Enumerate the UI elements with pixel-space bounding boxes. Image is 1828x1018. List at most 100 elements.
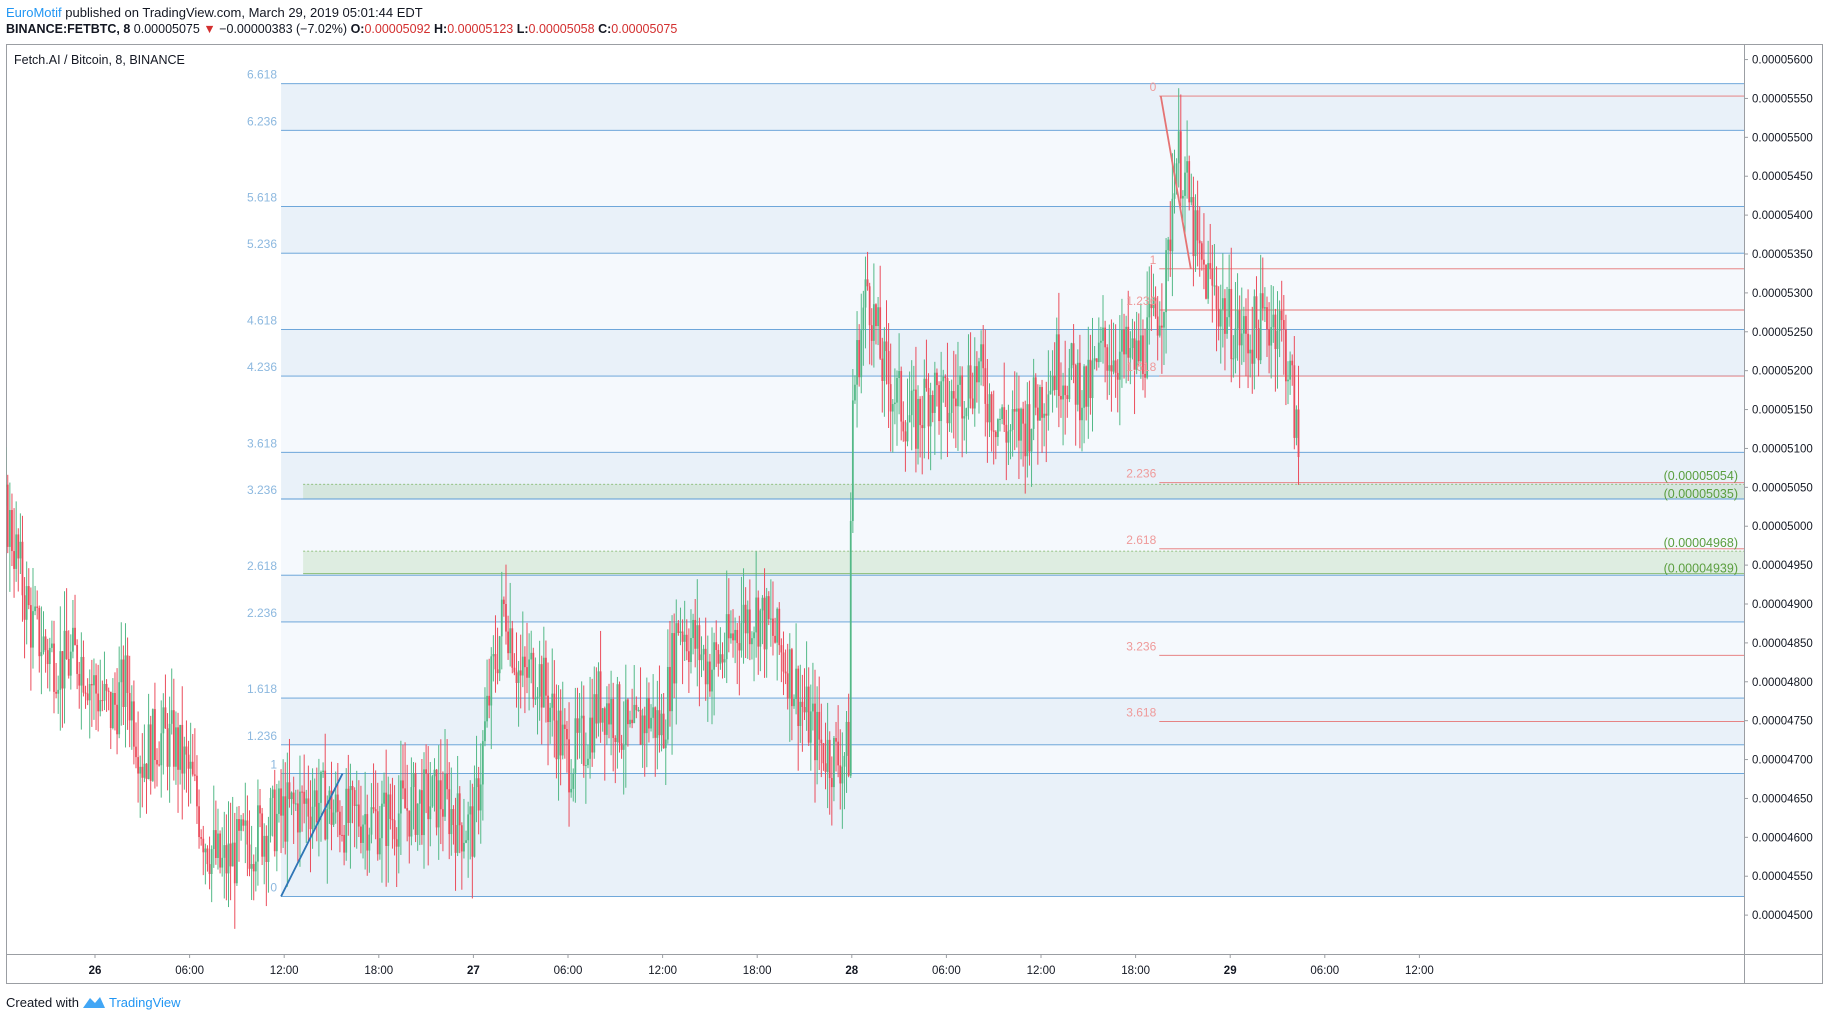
candle-body [200, 837, 203, 839]
candle-body [156, 760, 158, 765]
candle-body [505, 604, 507, 632]
candle-body [1221, 298, 1224, 310]
candle-body [374, 809, 377, 812]
candle-body [118, 682, 121, 735]
candle-body [683, 634, 686, 642]
candle-body [1150, 303, 1153, 309]
candle-body [1121, 329, 1123, 352]
candle-body [734, 629, 737, 641]
candle-body [101, 700, 104, 702]
candle-body [1102, 327, 1104, 341]
candle-body [1247, 333, 1249, 354]
trend-lines[interactable] [280, 95, 1192, 897]
candle-body [90, 684, 93, 686]
candle-body [284, 796, 287, 842]
candle-body [1057, 334, 1060, 396]
candle-body [1013, 409, 1016, 412]
candle-body [936, 372, 938, 386]
candle-body [620, 743, 623, 750]
candle-body [1100, 340, 1102, 343]
author-link[interactable]: EuroMotif [6, 5, 62, 20]
candle-body [925, 378, 928, 388]
candle-body [1213, 285, 1216, 287]
candle-body [1093, 358, 1096, 361]
candle-body [944, 376, 947, 379]
candle-body [675, 623, 678, 684]
trend-line[interactable] [280, 773, 344, 897]
candle-body [250, 864, 253, 869]
candle-body [1224, 298, 1226, 334]
candle-body [700, 654, 703, 661]
candle-body [99, 700, 102, 712]
candle-body [582, 715, 585, 766]
candle-body [1196, 210, 1199, 241]
price-change: −0.00000383 (−7.02%) [219, 22, 348, 36]
candle-body [1118, 351, 1121, 380]
candle-body [610, 699, 612, 725]
price-axis[interactable]: 0.00005600 0.00005550 0.00005500 0.00005450… [1744, 55, 1813, 923]
candle-body [1144, 373, 1146, 378]
candle-body [34, 606, 36, 612]
time-tick-label: 12:00 [1027, 965, 1056, 977]
candle-body [1154, 297, 1157, 317]
candle-body [44, 636, 47, 651]
tradingview-logo-icon[interactable] [82, 996, 105, 1009]
candle-body [357, 804, 360, 827]
candle-body [591, 717, 594, 753]
candle-body [1043, 413, 1046, 418]
candle-body [76, 644, 79, 674]
candle-body [1268, 329, 1270, 346]
candle-body [154, 709, 156, 761]
candle-body [658, 710, 661, 736]
candle-body [336, 794, 339, 812]
fib-red-label: 0 [1150, 80, 1157, 94]
candle-body [414, 773, 417, 835]
candle-body [744, 604, 747, 634]
candle-body [145, 763, 148, 779]
candle-body [179, 724, 182, 770]
candle-body [1001, 407, 1004, 419]
candle-body [959, 375, 961, 385]
candle-body [742, 604, 745, 624]
candle-body [805, 686, 808, 713]
candle-body [1232, 358, 1235, 360]
candle-body [526, 667, 528, 678]
candle-body [471, 806, 474, 857]
candle-body [378, 838, 381, 855]
candle-body [322, 770, 324, 773]
time-axis[interactable]: 26 06:00 12:00 18:00 27 06:00 12:00 18:00 28 06:0… [89, 954, 1434, 977]
trend-line[interactable] [1159, 95, 1192, 269]
candle-body [980, 344, 982, 362]
candle-body [120, 659, 123, 683]
tradingview-link[interactable]: TradingView [108, 995, 181, 1010]
candle-body [631, 719, 634, 724]
candle-body [847, 721, 850, 776]
candle-body [696, 625, 699, 649]
created-with: Created with [6, 995, 79, 1010]
candle-body [27, 586, 30, 606]
chart-frame[interactable]: 6.618 6.236 5.618 5.236 4.618 4.236 3.618 3.236… [0, 44, 1823, 984]
candle-body [795, 668, 797, 699]
candle-body [639, 709, 642, 745]
support-zones [303, 483, 1744, 575]
candle-body [553, 693, 556, 721]
candle-body [1051, 375, 1054, 391]
candle-body [1146, 317, 1149, 378]
candle-body [1192, 197, 1195, 257]
candle-body [1259, 293, 1262, 361]
footer: Created with TradingView [6, 995, 181, 1010]
candle-body [177, 727, 179, 770]
candle-body [166, 728, 169, 767]
candle-body [1104, 327, 1107, 348]
candle-body [557, 710, 560, 760]
candle-body [1020, 408, 1022, 441]
candle-body [343, 834, 346, 853]
candle-body [992, 430, 995, 432]
candle-body [601, 708, 604, 723]
fib-level-label: 3.236 [247, 483, 277, 497]
candle-body [114, 692, 116, 705]
candle-body [612, 699, 615, 738]
price-chart[interactable]: 6.618 6.236 5.618 5.236 4.618 4.236 3.618 3.236… [0, 44, 1823, 984]
candle-body [830, 777, 833, 788]
candle-body [116, 704, 118, 735]
